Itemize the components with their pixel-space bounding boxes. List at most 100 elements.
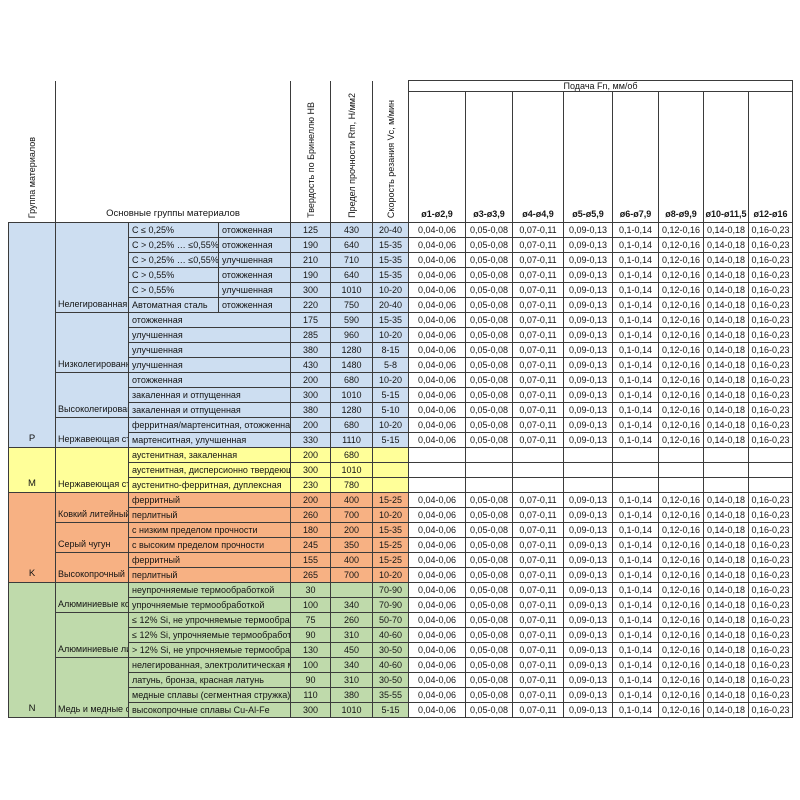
feed-cell: 0,16-0,23	[747, 642, 794, 658]
feed-cell: 0,04-0,06	[408, 372, 466, 388]
feed-cell	[563, 447, 613, 463]
state-cell: нелегированная, электролитическая медь	[128, 657, 291, 673]
feed-cell: 0,16-0,23	[747, 252, 794, 268]
cutting-speed-cell: 10-20	[372, 282, 409, 298]
strength-cell: 750	[330, 297, 373, 313]
state-cell: улучшенная	[128, 357, 291, 373]
table-row: перлитный 265 700 10-20 0,04-0,06 0,05-0,08 0,…	[9, 567, 794, 583]
feed-cell: 0,1-0,14	[612, 402, 659, 418]
feed-cell: 0,09-0,13	[563, 252, 613, 268]
feed-cell: 0,04-0,06	[408, 327, 466, 343]
hardness-cell: 180	[290, 522, 331, 538]
feed-cell: 0,12-0,16	[658, 522, 704, 538]
cutting-speed-cell: 15-35	[372, 252, 409, 268]
feed-cell	[747, 447, 794, 463]
feed-cell: 0,04-0,06	[408, 222, 466, 238]
feed-cell: 0,09-0,13	[563, 387, 613, 403]
feed-cell: 0,14-0,18	[703, 687, 749, 703]
cutting-speed-cell: 15-35	[372, 237, 409, 253]
feed-cell: 0,16-0,23	[747, 582, 794, 598]
material-group-column-label: Группа материалов	[26, 136, 37, 218]
feed-diameter-header: ø10-ø11,5	[703, 91, 749, 223]
table-row: ≤ 12% Si, упрочняемые термообработкой 90 3…	[9, 627, 794, 643]
feed-cell: 0,04-0,06	[408, 417, 466, 433]
hardness-cell: 300	[290, 282, 331, 298]
feed-cell: 0,07-0,11	[512, 597, 564, 613]
feed-cell	[747, 477, 794, 493]
feed-cell: 0,16-0,23	[747, 537, 794, 553]
feed-cell: 0,05-0,08	[465, 507, 513, 523]
feed-cell: 0,12-0,16	[658, 282, 704, 298]
feed-cell: 0,07-0,11	[512, 372, 564, 388]
feed-cell: 0,05-0,08	[465, 597, 513, 613]
material-group-cell: Медь и медные сплавы	[55, 657, 129, 718]
feed-cell: 0,16-0,23	[747, 327, 794, 343]
feed-cell: 0,07-0,11	[512, 357, 564, 373]
feed-cell: 0,04-0,06	[408, 522, 466, 538]
state-cell: медные сплавы (сегментная стружка)	[128, 687, 291, 703]
material-group-cell: Низколегированная сталь	[55, 312, 129, 373]
feed-cell: 0,14-0,18	[703, 417, 749, 433]
feed-cell: 0,09-0,13	[563, 372, 613, 388]
feed-cell: 0,07-0,11	[512, 627, 564, 643]
feed-cell: 0,12-0,16	[658, 372, 704, 388]
feed-cell: 0,05-0,08	[465, 312, 513, 328]
header-strength-column: Предел прочности Rm, Н/мм2	[330, 80, 373, 223]
feed-cell: 0,05-0,08	[465, 492, 513, 508]
strength-cell: 780	[330, 477, 373, 493]
feed-cell: 0,07-0,11	[512, 312, 564, 328]
feed-cell	[747, 462, 794, 478]
feed-cell: 0,1-0,14	[612, 522, 659, 538]
strength-cell: 1010	[330, 387, 373, 403]
strength-cell: 1110	[330, 432, 373, 448]
feed-cell: 0,09-0,13	[563, 222, 613, 238]
feed-cell: 0,12-0,16	[658, 237, 704, 253]
feed-cell: 0,12-0,16	[658, 552, 704, 568]
feed-cell: 0,09-0,13	[563, 627, 613, 643]
hardness-cell: 210	[290, 252, 331, 268]
feed-cell: 0,05-0,08	[465, 537, 513, 553]
feed-cell: 0,14-0,18	[703, 537, 749, 553]
feed-cell: 0,09-0,13	[563, 642, 613, 658]
feed-cell	[612, 462, 659, 478]
feed-cell: 0,16-0,23	[747, 222, 794, 238]
feed-cell: 0,14-0,18	[703, 267, 749, 283]
feed-cell: 0,1-0,14	[612, 267, 659, 283]
feed-cell: 0,04-0,06	[408, 552, 466, 568]
feed-cell: 0,09-0,13	[563, 312, 613, 328]
table-row: высокопрочные сплавы Cu-Al-Fe 300 1010 5-15…	[9, 702, 794, 718]
feed-cell: 0,05-0,08	[465, 402, 513, 418]
cutting-speed-cell: 30-50	[372, 642, 409, 658]
strength-cell: 450	[330, 642, 373, 658]
strength-cell: 960	[330, 327, 373, 343]
feed-cell: 0,12-0,16	[658, 387, 704, 403]
state-cell: улучшенная	[218, 282, 291, 298]
feed-cell: 0,14-0,18	[703, 312, 749, 328]
state-cell: перлитный	[128, 507, 291, 523]
material-group-cell: Серый чугун	[55, 522, 129, 553]
feed-cell: 0,09-0,13	[563, 507, 613, 523]
feed-cell: 0,1-0,14	[612, 252, 659, 268]
feed-cell: 0,05-0,08	[465, 297, 513, 313]
table-row: упрочняемые термообработкой 100 340 70-90 0,…	[9, 597, 794, 613]
feed-header-title: Подача Fn, мм/об	[407, 80, 794, 92]
group-letter-cell: M	[8, 447, 56, 493]
table-row: Высоколегированная стальотожженная200680…	[9, 372, 794, 418]
feed-cell: 0,07-0,11	[512, 432, 564, 448]
group-letter-cell: N	[8, 582, 56, 718]
hardness-cell: 285	[290, 327, 331, 343]
cutting-speed-cell: 5-15	[372, 702, 409, 718]
feed-cell: 0,1-0,14	[612, 627, 659, 643]
feed-cell: 0,14-0,18	[703, 492, 749, 508]
feed-cell: 0,05-0,08	[465, 417, 513, 433]
state-cell: мартенситная, улучшенная	[128, 432, 291, 448]
feed-cell: 0,04-0,06	[408, 312, 466, 328]
feed-cell: 0,09-0,13	[563, 672, 613, 688]
carbon-content-cell: C ≤ 0,25%	[128, 222, 219, 238]
hardness-cell: 200	[290, 492, 331, 508]
feed-cell: 0,04-0,06	[408, 297, 466, 313]
state-cell: аустенитная, закаленная	[128, 447, 291, 463]
hardness-cell: 155	[290, 552, 331, 568]
hardness-cell: 200	[290, 417, 331, 433]
